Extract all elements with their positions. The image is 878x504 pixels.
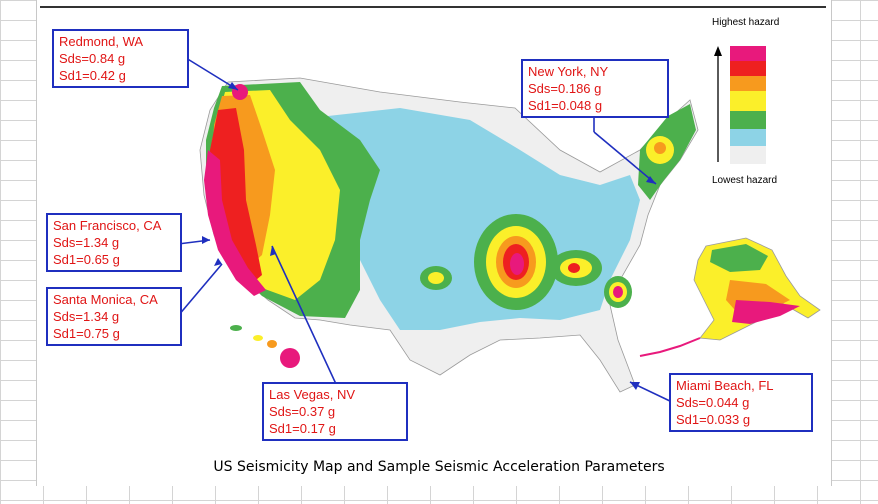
charleston-magenta — [613, 286, 623, 298]
callout-santamonica-sds: Sds=1.34 g — [53, 309, 120, 324]
hawaii-island-1 — [230, 325, 242, 331]
callout-newyork-sds: Sds=0.186 g — [528, 81, 602, 96]
hazard-zone-red-west — [210, 108, 262, 285]
arrowhead-santamonica — [214, 258, 222, 266]
callout-miami-city: Miami Beach, FL — [676, 378, 774, 393]
callout-lasvegas: Las Vegas, NV Sds=0.37 g Sd1=0.17 g — [262, 382, 408, 441]
callout-sanfrancisco: San Francisco, CA Sds=1.34 g Sd1=0.65 g — [46, 213, 182, 272]
callout-lasvegas-sd1: Sd1=0.17 g — [269, 421, 336, 436]
northeast-orange — [654, 142, 666, 154]
legend-swatch-4 — [730, 91, 766, 111]
legend-arrow-head — [714, 46, 722, 56]
arrowhead-newyork — [646, 176, 656, 184]
arrowhead-redmond — [228, 82, 238, 90]
callout-sanfrancisco-city: San Francisco, CA — [53, 218, 162, 233]
new-madrid-magenta — [510, 253, 524, 275]
arrowhead-sanfrancisco — [202, 236, 210, 244]
hawaii-island-2 — [253, 335, 263, 341]
callout-miami-sd1: Sd1=0.033 g — [676, 412, 751, 427]
leader-redmond — [185, 57, 239, 91]
callout-lasvegas-city: Las Vegas, NV — [269, 387, 355, 402]
callout-miami-sds: Sds=0.044 g — [676, 395, 750, 410]
aleutian-chain — [639, 337, 701, 357]
legend-swatch-2 — [730, 61, 766, 76]
callout-redmond-city: Redmond, WA — [59, 34, 144, 49]
arrowhead-miami — [630, 382, 640, 390]
hawaii-big-island — [280, 348, 300, 368]
callout-lasvegas-sds: Sds=0.37 g — [269, 404, 336, 419]
callout-santamonica-city: Santa Monica, CA — [53, 292, 158, 307]
legend-swatch-6 — [730, 129, 766, 146]
top-border — [40, 0, 826, 8]
legend-swatch-7 — [730, 146, 766, 164]
leader-lasvegas — [271, 245, 337, 385]
alaska-magenta — [732, 300, 800, 324]
leader-santamonica — [177, 263, 223, 317]
callout-santamonica-sd1: Sd1=0.75 g — [53, 326, 120, 341]
leader-arrowheads — [202, 82, 656, 390]
legend-swatch-1 — [730, 46, 766, 61]
callout-sanfrancisco-sds: Sds=1.34 g — [53, 235, 120, 250]
legend-swatch-3 — [730, 76, 766, 91]
callout-redmond: Redmond, WA Sds=0.84 g Sd1=0.42 g — [52, 29, 189, 88]
callout-miami: Miami Beach, FL Sds=0.044 g Sd1=0.033 g — [669, 373, 813, 432]
east-tn-red — [568, 263, 580, 273]
legend-bottom-label: Lowest hazard — [712, 175, 778, 186]
legend-top-label: Highest hazard — [712, 17, 780, 28]
leader-newyork-2 — [593, 131, 657, 185]
callout-redmond-sd1: Sd1=0.42 g — [59, 68, 126, 83]
oklahoma-yellow — [428, 272, 444, 284]
callout-newyork-sd1: Sd1=0.048 g — [528, 98, 603, 113]
map-caption: US Seismicity Map and Sample Seismic Acc… — [213, 459, 665, 475]
alaska-green — [710, 244, 768, 272]
arrowhead-lasvegas — [270, 246, 276, 256]
callout-sanfrancisco-sd1: Sd1=0.65 g — [53, 252, 120, 267]
callout-redmond-sds: Sds=0.84 g — [59, 51, 126, 66]
callout-newyork-city: New York, NY — [528, 64, 609, 79]
callout-santamonica: Santa Monica, CA Sds=1.34 g Sd1=0.75 g — [46, 287, 182, 346]
legend-swatch-5 — [730, 111, 766, 129]
callout-newyork: New York, NY Sds=0.186 g Sd1=0.048 g — [521, 59, 669, 118]
hawaii-island-3 — [267, 340, 277, 348]
hazard-zone-magenta-west — [204, 150, 266, 296]
